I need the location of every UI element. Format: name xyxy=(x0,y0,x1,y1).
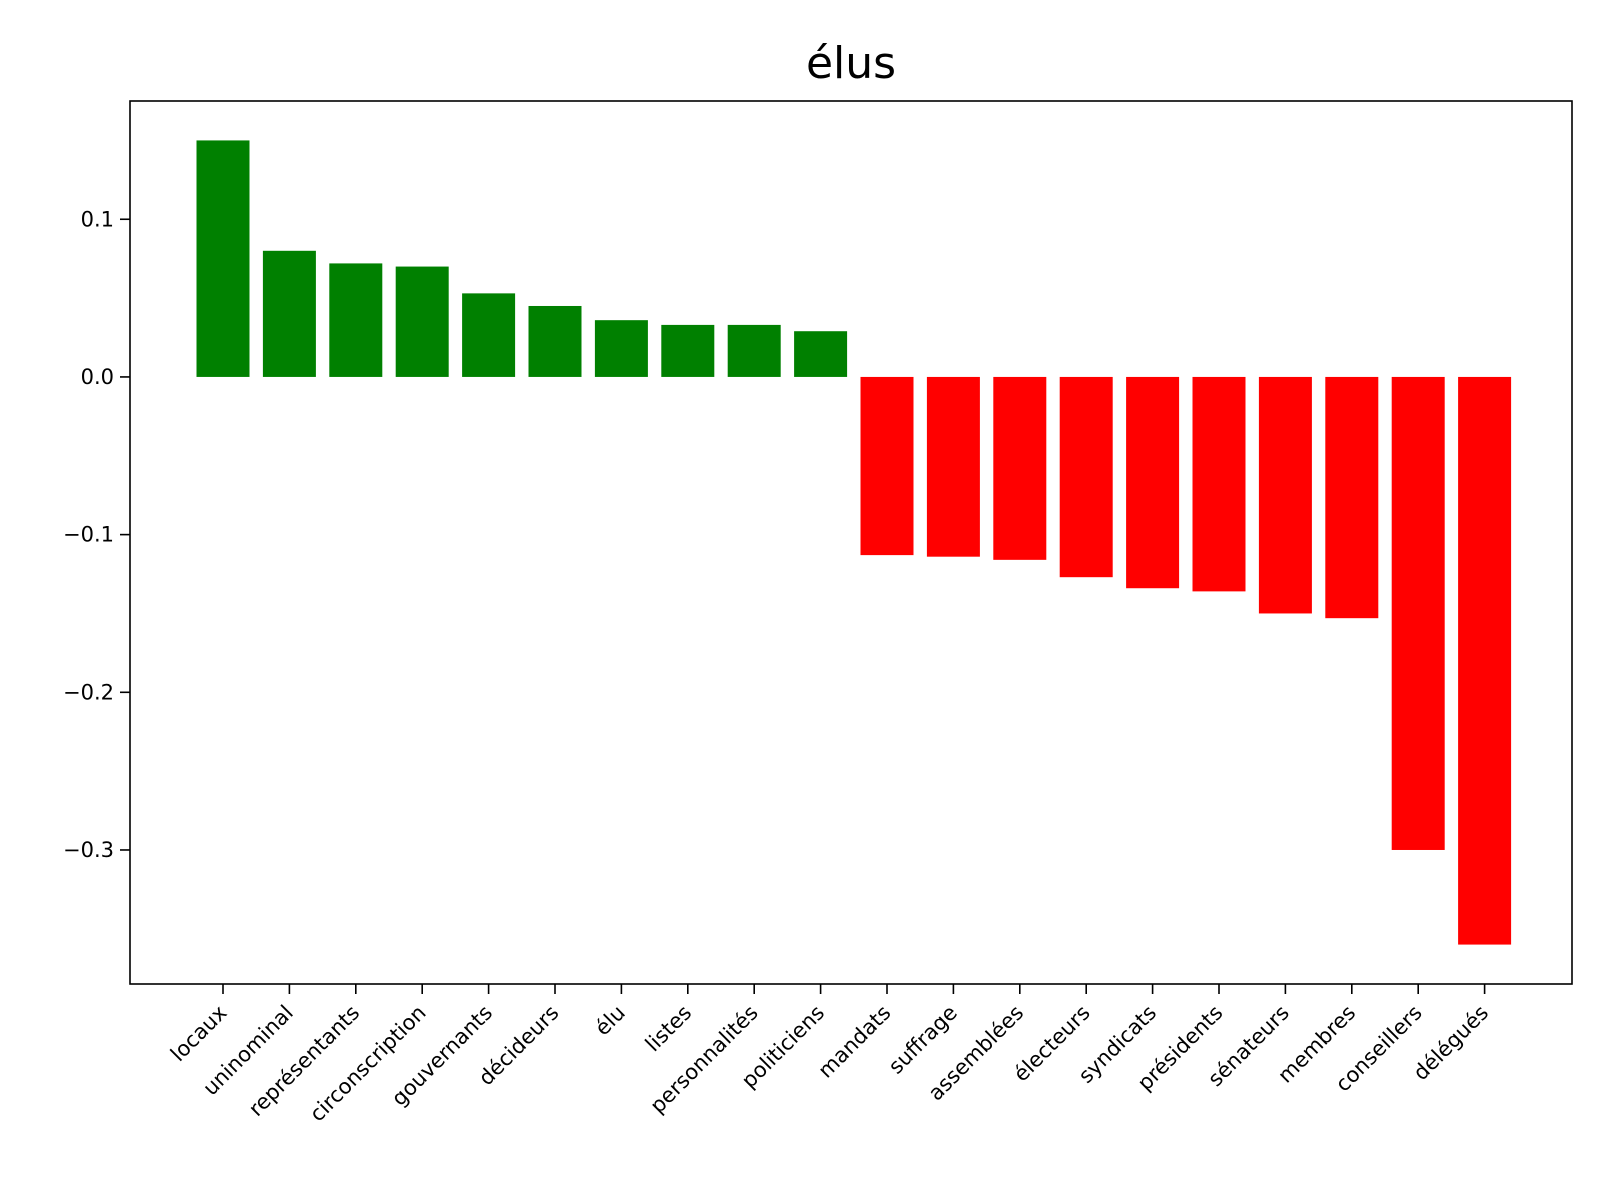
plot-frame xyxy=(129,100,1573,985)
x-tick-label: listes xyxy=(641,1001,697,1057)
x-tick-label: locaux xyxy=(166,1001,232,1067)
bar-électeurs xyxy=(1059,376,1113,578)
y-axis: 0.1 0.0 −0.1 −0.2 −0.3 xyxy=(63,207,130,862)
bar-listes xyxy=(661,324,715,377)
y-tick-label: −0.3 xyxy=(63,838,114,862)
x-axis: locauxuninominalreprésentantscirconscrip… xyxy=(166,984,1493,1126)
bar-membres xyxy=(1325,376,1379,619)
bar-conseillers xyxy=(1391,376,1445,850)
bar-politiciens xyxy=(794,331,848,377)
bar-personnalités xyxy=(727,324,781,377)
bar-décideurs xyxy=(528,305,582,377)
bar-élu xyxy=(594,320,648,377)
bar-mandats xyxy=(860,376,914,556)
x-tick-label: circonscription xyxy=(305,1001,431,1127)
y-tick-label: 0.0 xyxy=(81,365,114,389)
y-tick-label: −0.2 xyxy=(63,680,114,704)
bar-uninominal xyxy=(262,250,316,377)
bar-gouvernants xyxy=(462,293,516,377)
bar-présidents xyxy=(1192,376,1246,592)
bar-circonscription xyxy=(395,266,449,377)
bars-group xyxy=(196,140,1512,945)
x-tick-label: mandats xyxy=(814,1001,896,1083)
y-tick-label: 0.1 xyxy=(81,207,114,231)
bar-sénateurs xyxy=(1258,376,1312,614)
y-tick-label: −0.1 xyxy=(63,523,114,547)
x-tick-label: élu xyxy=(590,1001,630,1041)
bar-suffrage xyxy=(926,376,980,557)
bar-assemblées xyxy=(993,376,1047,560)
bar-délégués xyxy=(1458,376,1512,945)
bar-locaux xyxy=(196,140,250,377)
chart-title: élus xyxy=(806,38,896,89)
bar-représentants xyxy=(329,263,383,377)
bar-syndicats xyxy=(1126,376,1180,589)
